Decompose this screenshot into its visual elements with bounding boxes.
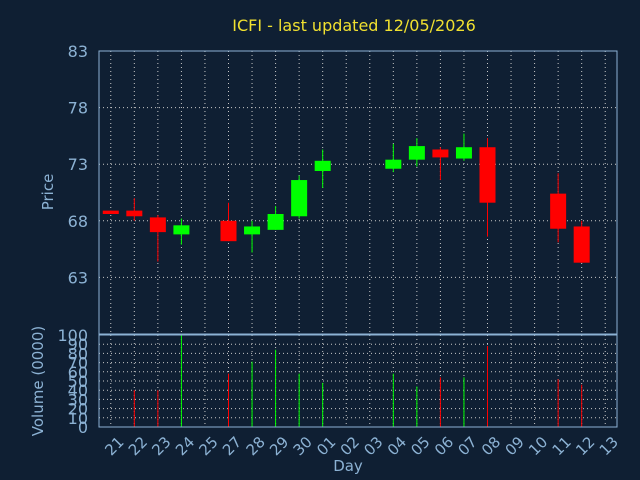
candle xyxy=(550,173,567,243)
candle-body xyxy=(126,210,143,217)
volume-tick-label: 10 xyxy=(68,409,88,428)
candle-body xyxy=(314,160,331,171)
candle-body xyxy=(385,159,402,169)
candle xyxy=(479,138,496,237)
volume-tick-label: 20 xyxy=(68,400,88,419)
day-tick-label: 02 xyxy=(337,433,363,459)
price-panel: 63 68 73 78 83 xyxy=(68,42,618,335)
chart-title: ICFI - last updated 12/05/2026 xyxy=(232,16,476,35)
candle xyxy=(408,138,425,167)
day-tick-label: 21 xyxy=(101,433,127,459)
candle-body xyxy=(455,147,472,159)
day-tick-label: 22 xyxy=(125,433,151,459)
price-tick-label: 63 xyxy=(68,268,88,287)
day-tick-label: 23 xyxy=(148,433,174,459)
candle xyxy=(149,215,166,262)
day-tick-label: 27 xyxy=(219,433,245,459)
candle-body xyxy=(291,180,308,217)
candle xyxy=(267,206,284,230)
volume-axis-label: Volume (0000) xyxy=(29,326,47,436)
price-tick-label: 73 xyxy=(68,155,88,174)
candle xyxy=(385,143,402,173)
candle-body xyxy=(479,147,496,203)
volume-tick-label: 40 xyxy=(68,381,88,400)
candle-body xyxy=(102,210,119,215)
day-tick-label: 04 xyxy=(384,433,410,459)
x-axis-label: Day xyxy=(333,457,363,475)
candle xyxy=(432,147,449,181)
price-tick-label: 83 xyxy=(68,42,88,61)
candle xyxy=(126,198,143,221)
volume-tick-label: 50 xyxy=(68,372,88,391)
volume-tick-label: 100 xyxy=(57,326,88,345)
volume-frame xyxy=(98,334,618,428)
candle-body xyxy=(267,214,284,230)
volume-tick-label: 90 xyxy=(68,335,88,354)
candle-body xyxy=(432,149,449,158)
volume-tick-label: 70 xyxy=(68,354,88,373)
volume-tick-label: 30 xyxy=(68,390,88,409)
price-tick-label: 68 xyxy=(68,212,88,231)
candle xyxy=(573,220,590,263)
candle xyxy=(102,210,119,215)
day-tick-label: 24 xyxy=(172,433,198,459)
day-tick-label: 08 xyxy=(478,433,504,459)
volume-tick-label: 80 xyxy=(68,344,88,363)
candle xyxy=(244,220,261,253)
candle xyxy=(455,133,472,161)
candle-body xyxy=(173,225,190,235)
candle xyxy=(220,202,237,242)
price-tick-label: 78 xyxy=(68,99,88,118)
day-tick-label: 09 xyxy=(502,433,528,459)
candle-body xyxy=(220,220,237,242)
day-tick-label: 01 xyxy=(313,433,339,459)
day-tick-label: 25 xyxy=(195,433,221,459)
day-tick-label: 28 xyxy=(243,433,269,459)
candle xyxy=(173,218,190,245)
day-tick-label: 03 xyxy=(360,433,386,459)
price-frame xyxy=(98,50,618,335)
candle-body xyxy=(244,226,261,235)
price-axis-label: Price xyxy=(39,174,57,211)
day-tick-label: 05 xyxy=(407,433,433,459)
candle xyxy=(291,175,308,219)
day-tick-label: 29 xyxy=(266,433,292,459)
volume-tick-label: 0 xyxy=(78,418,88,437)
day-tick-label: 06 xyxy=(431,433,457,459)
volume-panel: 0102030405060708090100212223242527282930… xyxy=(57,326,622,459)
candle-body xyxy=(149,217,166,233)
candle-body xyxy=(550,193,567,229)
day-tick-label: 07 xyxy=(454,433,480,459)
volume-tick-label: 60 xyxy=(68,363,88,382)
candle-body xyxy=(573,226,590,263)
day-tick-label: 12 xyxy=(572,433,598,459)
candle xyxy=(314,149,331,188)
day-tick-label: 11 xyxy=(549,433,575,459)
day-tick-label: 30 xyxy=(290,433,316,459)
candle-body xyxy=(408,146,425,160)
day-tick-label: 13 xyxy=(596,433,622,459)
day-tick-label: 10 xyxy=(525,433,551,459)
